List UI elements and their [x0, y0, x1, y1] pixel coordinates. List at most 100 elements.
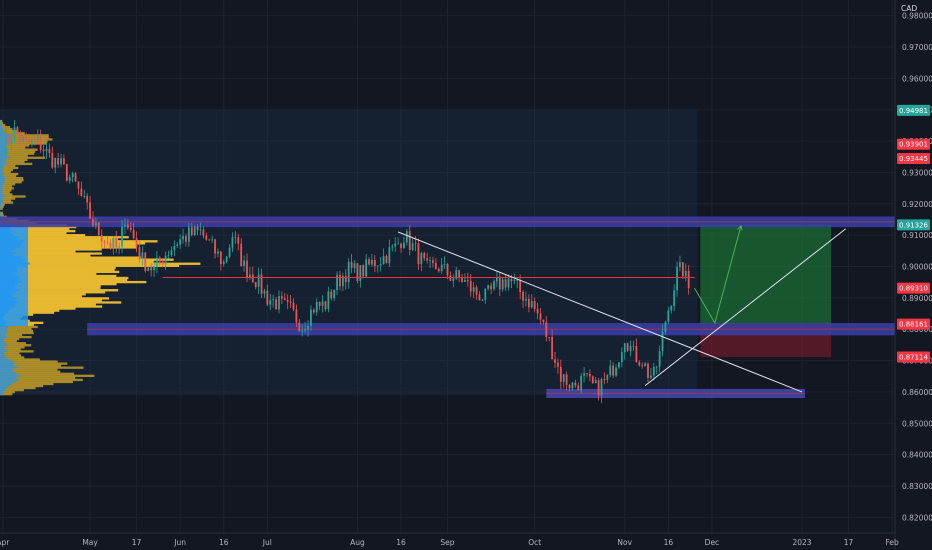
volume-profile-bar	[0, 384, 44, 388]
volume-profile-bar-blue	[0, 207, 1, 210]
volume-profile-bar	[0, 183, 16, 186]
volume-profile-bar	[0, 352, 20, 355]
candle-down	[51, 153, 54, 168]
volume-profile-bar	[0, 305, 103, 308]
volume-profile-bar	[0, 368, 58, 371]
range-box	[0, 109, 698, 396]
volume-profile-bar-blue	[0, 384, 10, 388]
volume-profile-bar	[0, 195, 26, 198]
volume-profile-bar	[0, 213, 4, 217]
volume-profile-bar	[0, 362, 68, 365]
candle-up	[388, 247, 391, 264]
candle-down	[97, 222, 100, 236]
candle-up	[658, 351, 661, 367]
candle-up	[263, 290, 266, 294]
candle-down	[510, 279, 513, 282]
candle-up	[403, 242, 405, 249]
volume-profile-bar	[0, 260, 154, 263]
price-tick-label: 0.93000	[902, 168, 932, 177]
candle-up	[170, 250, 173, 255]
volume-profile-bar-blue	[0, 187, 4, 190]
candle-down	[565, 374, 568, 385]
volume-profile-bar-blue	[0, 333, 5, 337]
candle-down	[612, 365, 615, 376]
price-tick-label: 0.85000	[902, 419, 932, 428]
candle-up	[359, 265, 362, 281]
volume-profile-bar	[0, 156, 46, 159]
candle-up	[481, 299, 484, 301]
volume-profile-bar	[0, 325, 38, 329]
candle-up	[164, 255, 167, 265]
candle-up	[217, 251, 219, 254]
candle-down	[86, 196, 89, 203]
time-axis[interactable]: Apr May 17 Jun 16 Jul Aug 16 Sep Oct Nov 16 Dec 2023 1…	[0, 532, 899, 547]
candle-up	[455, 270, 458, 279]
price-axis-background	[895, 0, 932, 550]
candle-down	[478, 294, 481, 301]
candle-down	[190, 227, 193, 236]
volume-profile-bar	[0, 248, 102, 251]
drawing-lines[interactable]	[162, 224, 846, 393]
volume-profile-bar	[0, 140, 48, 143]
volume-profile-bar	[0, 168, 13, 172]
candle-up	[269, 300, 272, 305]
candle-down	[298, 322, 301, 332]
candle-down	[542, 319, 545, 323]
time-tick-label: 16	[219, 538, 229, 547]
candle-down	[234, 237, 237, 238]
volume-profile-bar-blue	[0, 152, 8, 155]
volume-profile-bar	[0, 364, 61, 367]
price-tick-label: 0.88000	[902, 325, 932, 334]
candle-down	[129, 227, 132, 230]
volume-profile-bar	[0, 128, 13, 131]
volume-profile-bar-blue	[0, 146, 6, 149]
volume-profile-bar	[0, 380, 73, 384]
volume-profile-bar	[0, 264, 180, 267]
volume-profile-bar-blue	[0, 172, 5, 176]
candle-up	[121, 226, 123, 247]
volume-profile-bar	[0, 348, 21, 351]
candle-down	[350, 261, 353, 268]
candle-up	[443, 264, 446, 265]
volume-profile-bar-blue	[0, 360, 13, 363]
candle-down	[240, 243, 243, 266]
candle-down	[115, 237, 118, 248]
volume-profile-bar	[0, 280, 147, 284]
candle-up	[353, 263, 356, 268]
time-tick-label: 16	[664, 538, 674, 547]
candle-down	[548, 337, 551, 338]
price-axis[interactable]: CAD 0.980000.970000.960000.950000.940000…	[894, 0, 932, 550]
volume-profile-bar-blue	[0, 213, 1, 217]
volume-profile-bar	[0, 162, 33, 166]
volume-profile-bar	[0, 268, 115, 272]
volume-profile-bar	[0, 211, 3, 214]
time-tick-label: Oct	[528, 538, 541, 547]
candle-down	[504, 279, 507, 288]
volume-profile-bar	[0, 126, 11, 129]
volume-profile-bar-blue	[0, 166, 5, 170]
candle-up	[487, 285, 490, 289]
volume-profile-bar	[0, 354, 22, 357]
candle-up	[623, 343, 626, 353]
volume-profile-bar	[0, 250, 76, 253]
volume-profile-bar-blue	[0, 346, 6, 349]
price-label-badge	[897, 219, 930, 231]
candle-up	[513, 280, 516, 282]
projection-arrowhead	[737, 224, 743, 231]
volume-profile-bar-blue	[0, 174, 4, 178]
volume-profile-bar	[0, 154, 28, 157]
volume-profile-bar	[0, 340, 17, 343]
candle-down	[330, 291, 333, 299]
candles	[4, 119, 690, 403]
candle-down	[588, 373, 591, 377]
volume-profile-bar-blue	[0, 150, 8, 153]
take-profit-zone	[700, 224, 832, 325]
volume-profile-bar	[0, 179, 24, 182]
volume-profile-bar-blue	[0, 362, 15, 365]
volume-profile-bar-blue	[0, 126, 3, 129]
time-tick-label: 17	[844, 538, 854, 547]
candle-up	[429, 260, 431, 262]
volume-profile-bar	[0, 191, 10, 194]
candle-up	[652, 366, 655, 376]
